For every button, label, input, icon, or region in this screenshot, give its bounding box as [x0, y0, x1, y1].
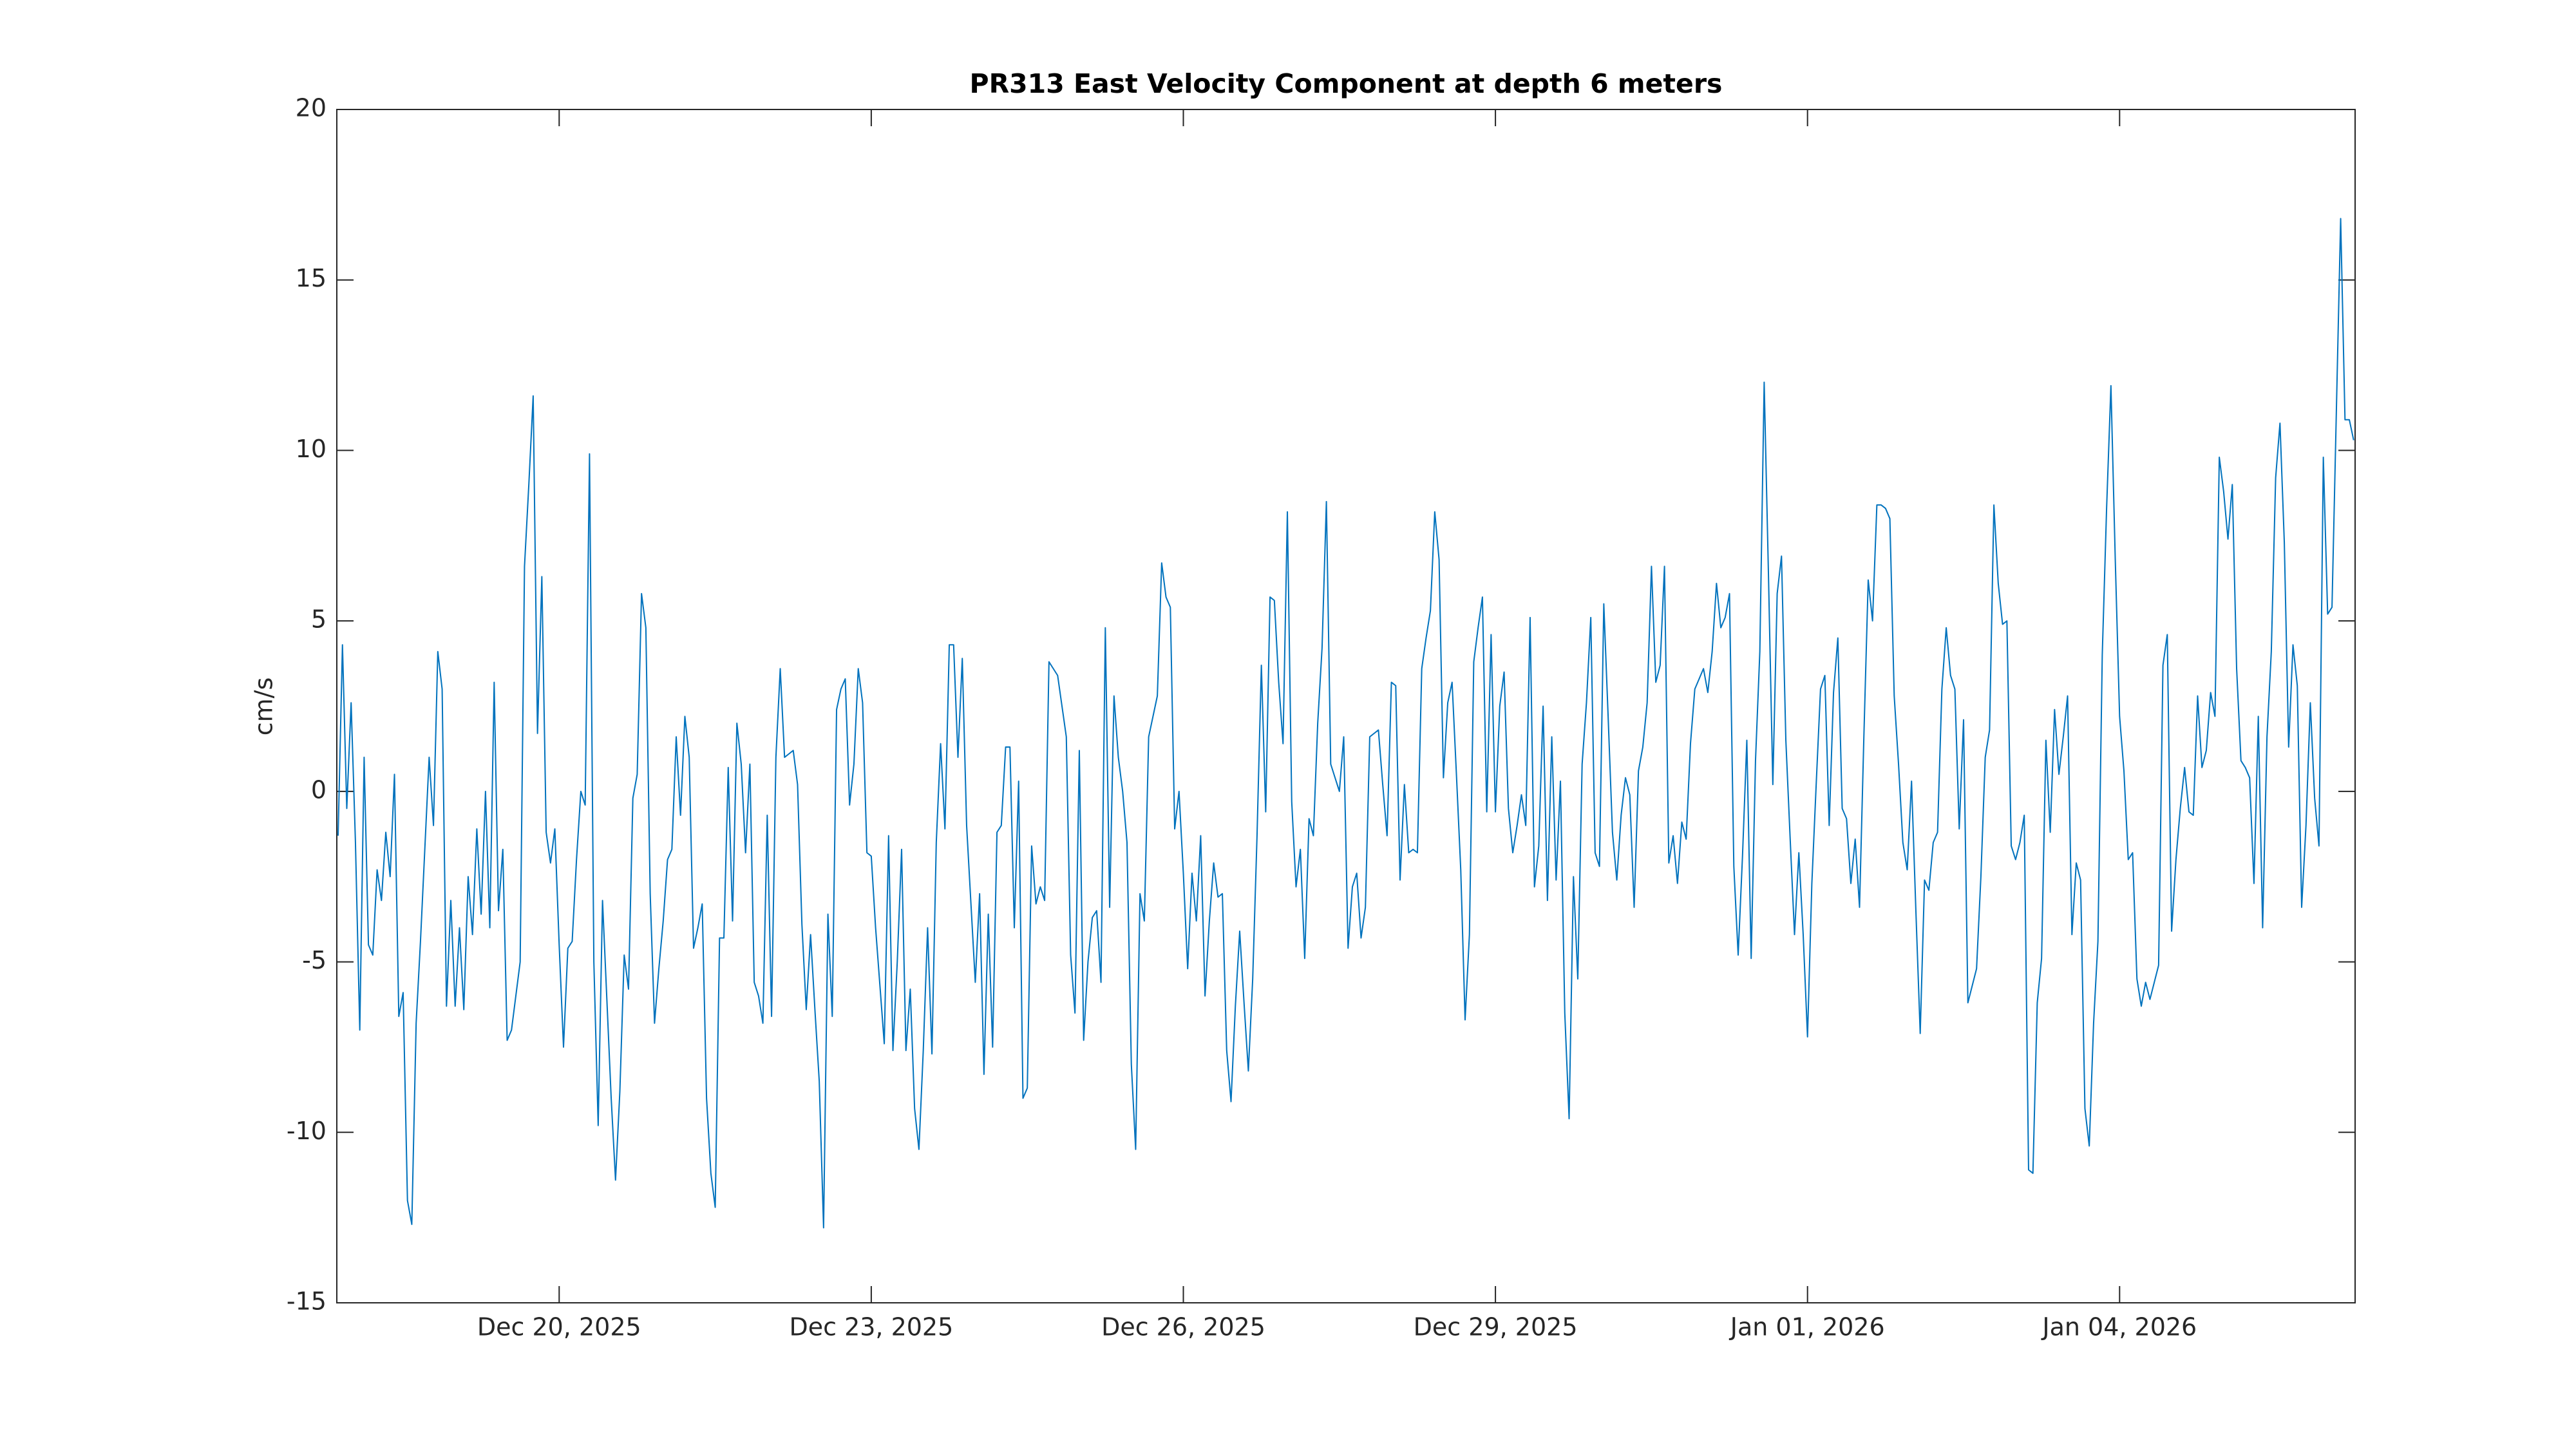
y-tick-label: 0 [311, 775, 327, 804]
plot-area [337, 109, 2355, 1303]
data-line [337, 218, 2354, 1229]
x-tick-label: Dec 29, 2025 [1414, 1313, 1578, 1341]
y-tick-label: 10 [296, 435, 327, 463]
y-tick-label: 5 [311, 605, 327, 634]
x-tick-label: Dec 23, 2025 [789, 1313, 953, 1341]
chart-title: PR313 East Velocity Component at depth 6… [970, 68, 1723, 99]
y-tick-label: 20 [296, 94, 327, 122]
y-tick-label: -15 [287, 1287, 327, 1316]
y-tick-label: -10 [287, 1117, 327, 1145]
y-tick-label: 15 [296, 264, 327, 292]
axes-box [336, 109, 2356, 1303]
x-tick-label: Jan 04, 2026 [2041, 1313, 2197, 1341]
x-tick-label: Dec 20, 2025 [477, 1313, 641, 1341]
y-tick-label: -5 [302, 946, 327, 974]
x-tick-label: Dec 26, 2025 [1101, 1313, 1265, 1341]
y-axis-label: cm/s [250, 677, 278, 736]
x-tick-label: Jan 01, 2026 [1729, 1313, 1885, 1341]
